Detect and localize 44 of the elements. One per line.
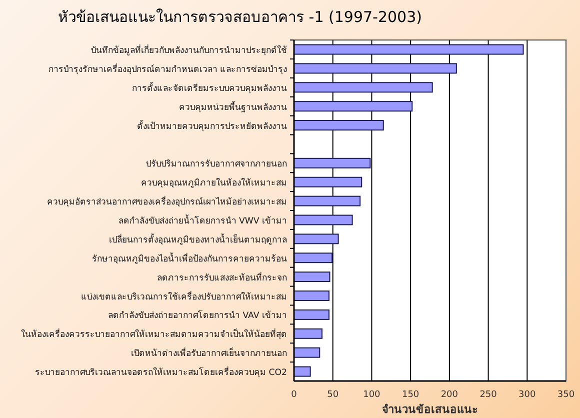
x-tick-label: 50 xyxy=(327,390,339,400)
x-axis-title: จำนวนข้อเสนอแนะ xyxy=(382,403,478,416)
y-tick-label: เปิดหน้าต่างเพื่อรับอากาศเย็นจากภายนอก xyxy=(131,347,287,360)
bar xyxy=(294,63,457,74)
y-tick-label: ลดภาระการรับแสงสะท้อนที่กระจก xyxy=(157,271,287,284)
bar xyxy=(294,101,413,112)
bar xyxy=(294,82,433,93)
y-tick-label: ควบคุมหน่วยพื้นฐานพลังงาน xyxy=(179,100,287,113)
y-tick-label: แบ่งเขตและบริเวณการใช้เครื่องปรับอากาศให้เหมาะสม xyxy=(81,290,287,302)
bar xyxy=(294,120,384,130)
bar xyxy=(294,252,333,264)
x-tick-label: 200 xyxy=(440,390,458,400)
y-tick-label: บันทึกข้อมูลที่เกี่ยวกับพลังงานกับการนำมาประยุกต์ใช้ xyxy=(91,44,287,56)
y-tick-label: ปรับปริมาณการรับอากาศจากภายนอก xyxy=(146,160,287,170)
y-tick-label: ควบคุมอุณหภูมิภายในห้องให้เหมาะสม xyxy=(141,178,287,189)
bar xyxy=(294,214,353,226)
y-tick-label: ลดกำลังขับส่งถ่ายน้ำโดยการนำ VWV เข้ามา xyxy=(118,213,287,226)
bar xyxy=(294,234,339,244)
bar xyxy=(294,366,311,377)
x-tick-label: 250 xyxy=(480,390,498,400)
y-tick-label: ควบคุมอัตราส่วนอากาศของเครื่องอุปกรณ์เผาไหม้อย่างเหมาะสม xyxy=(47,196,287,208)
x-tick-label: 100 xyxy=(363,390,381,400)
bar xyxy=(294,44,524,55)
bar xyxy=(294,196,361,206)
bar xyxy=(294,290,330,301)
x-tick-label: 150 xyxy=(402,390,420,400)
y-tick-label: ระบายอากาศบริเวณลานจอดรถให้เหมาะสมโดยเครื่องควบคุม CO2 xyxy=(35,366,287,378)
chart-title: หัวข้อเสนอแนะในการตรวจสอบอาคาร -1 (1997-2003) xyxy=(58,8,422,26)
x-tick-label: 0 xyxy=(291,390,298,400)
bar xyxy=(294,272,330,282)
bar xyxy=(294,158,371,168)
y-tick-label: ตั้งเป้าหมายควบคุมการประหยัดพลังงาน xyxy=(137,118,287,132)
bar xyxy=(294,328,322,339)
y-tick-label: การบำรุงรักษาเครื่องอุปกรณ์ตามกำหนดเวลา และการซ่อมบำรุง xyxy=(48,62,287,75)
bar xyxy=(294,176,362,188)
bar xyxy=(294,347,320,358)
y-tick-label: การตั้งและจัดเตรียมระบบควบคุมพลังงาน xyxy=(132,80,287,94)
x-tick-label: 300 xyxy=(518,390,536,400)
x-tick-label: 350 xyxy=(557,390,575,400)
bar xyxy=(294,309,330,320)
y-tick-label: ในห้องเครื่องควรระบายอากาศให้เหมาะสมตามความจำเป็นให้น้อยที่สุด xyxy=(21,328,287,340)
y-tick-label: ลดกำลังขับส่งถ่ายอากาศโดยการนำ VAV เข้ามา xyxy=(108,310,287,322)
y-tick-label: เปลี่ยนการตั้งอุณหภูมิของทางน้ำเย็นตามฤดูกาล xyxy=(109,232,287,246)
y-tick-label: รักษาอุณหภูมิของไอน้ำเพื่อป้องกันการคายความร้อน xyxy=(92,251,287,264)
